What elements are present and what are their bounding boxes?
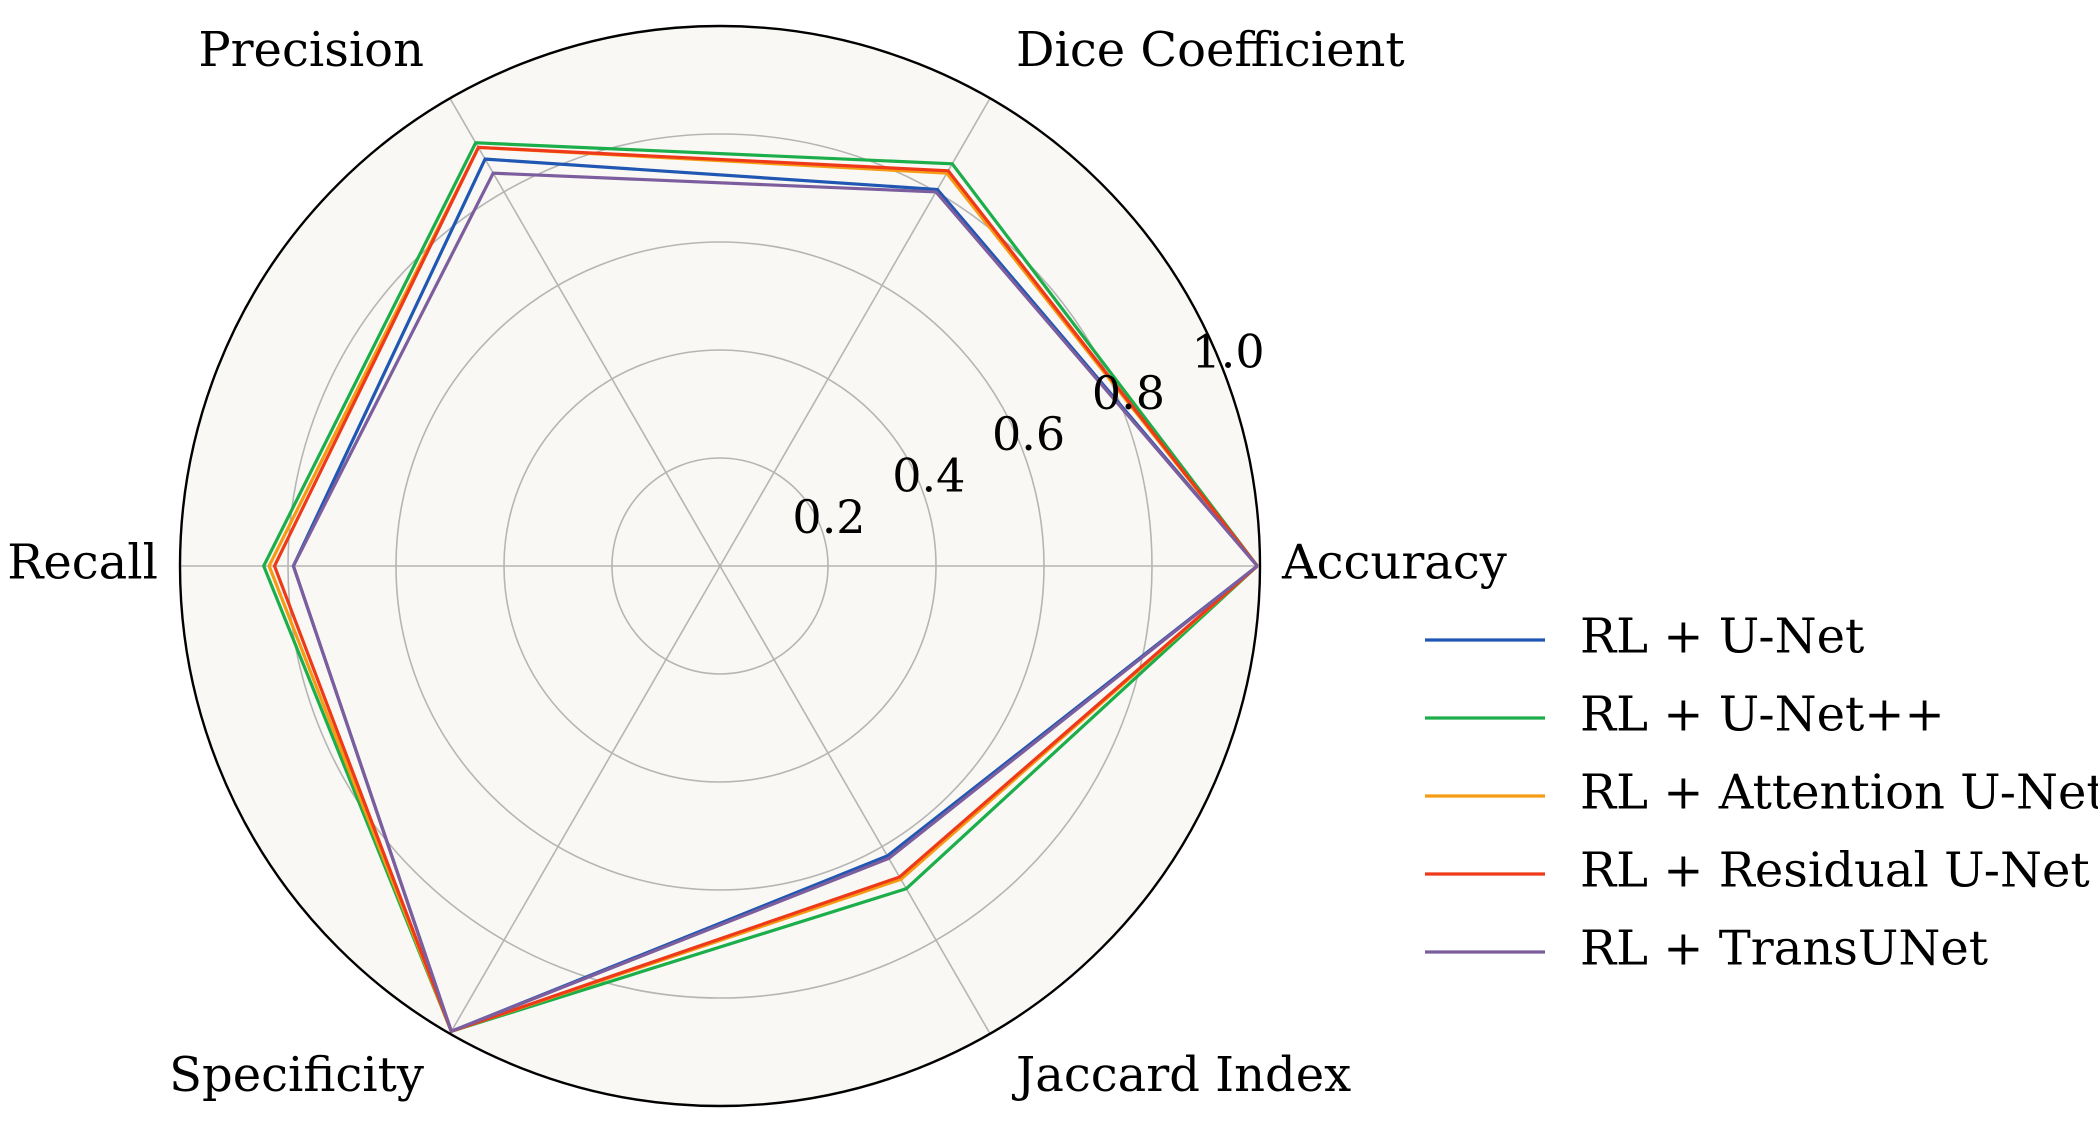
axis-labels: Accuracy Dice Coefficient Precision Recall S… — [7, 22, 1507, 1103]
legend-label: RL + Attention U-Net — [1580, 765, 2098, 821]
axis-spoke — [449, 97, 721, 567]
series-line-5 — [291, 171, 1259, 1034]
legend-label: RL + U-Net — [1580, 609, 1864, 665]
tick-label: 0.4 — [892, 449, 965, 503]
axis-label: Accuracy — [1281, 535, 1507, 591]
axis-spoke — [719, 565, 991, 1035]
legend: RL + U-Net RL + U-Net++ RL + Attention U-N… — [1425, 609, 2098, 977]
series-group — [261, 141, 1259, 1034]
legend-item: RL + Attention U-Net — [1425, 765, 2098, 821]
grid — [179, 25, 1261, 1107]
legend-item: RL + U-Net++ — [1425, 687, 1945, 743]
legend-label: RL + U-Net++ — [1580, 687, 1945, 743]
tick-label: 0.6 — [992, 407, 1065, 461]
axis-label: Jaccard Index — [1011, 1047, 1351, 1103]
axis-label: Dice Coefficient — [1016, 22, 1405, 78]
tick-label: 1.0 — [1192, 325, 1265, 379]
radial-tick-labels: 0.2 0.4 0.6 0.8 1.0 — [792, 325, 1264, 544]
axis-spoke — [449, 565, 721, 1035]
axis-label: Recall — [7, 535, 158, 591]
legend-label: RL + Residual U-Net — [1580, 843, 2090, 899]
series-line-4 — [272, 145, 1259, 1034]
legend-item: RL + TransUNet — [1425, 921, 1988, 977]
plot-frame — [178, 24, 1262, 1108]
legend-item: RL + U-Net — [1425, 609, 1864, 665]
axis-label: Specificity — [169, 1047, 424, 1103]
tick-label: 0.2 — [792, 490, 865, 544]
axis-label: Precision — [198, 22, 424, 78]
series-line-3 — [267, 145, 1259, 1034]
legend-item: RL + Residual U-Net — [1425, 843, 2090, 899]
tick-label: 0.8 — [1092, 366, 1165, 420]
axis-spoke — [719, 97, 991, 567]
legend-label: RL + TransUNet — [1580, 921, 1988, 977]
series-line-2 — [261, 141, 1259, 1034]
